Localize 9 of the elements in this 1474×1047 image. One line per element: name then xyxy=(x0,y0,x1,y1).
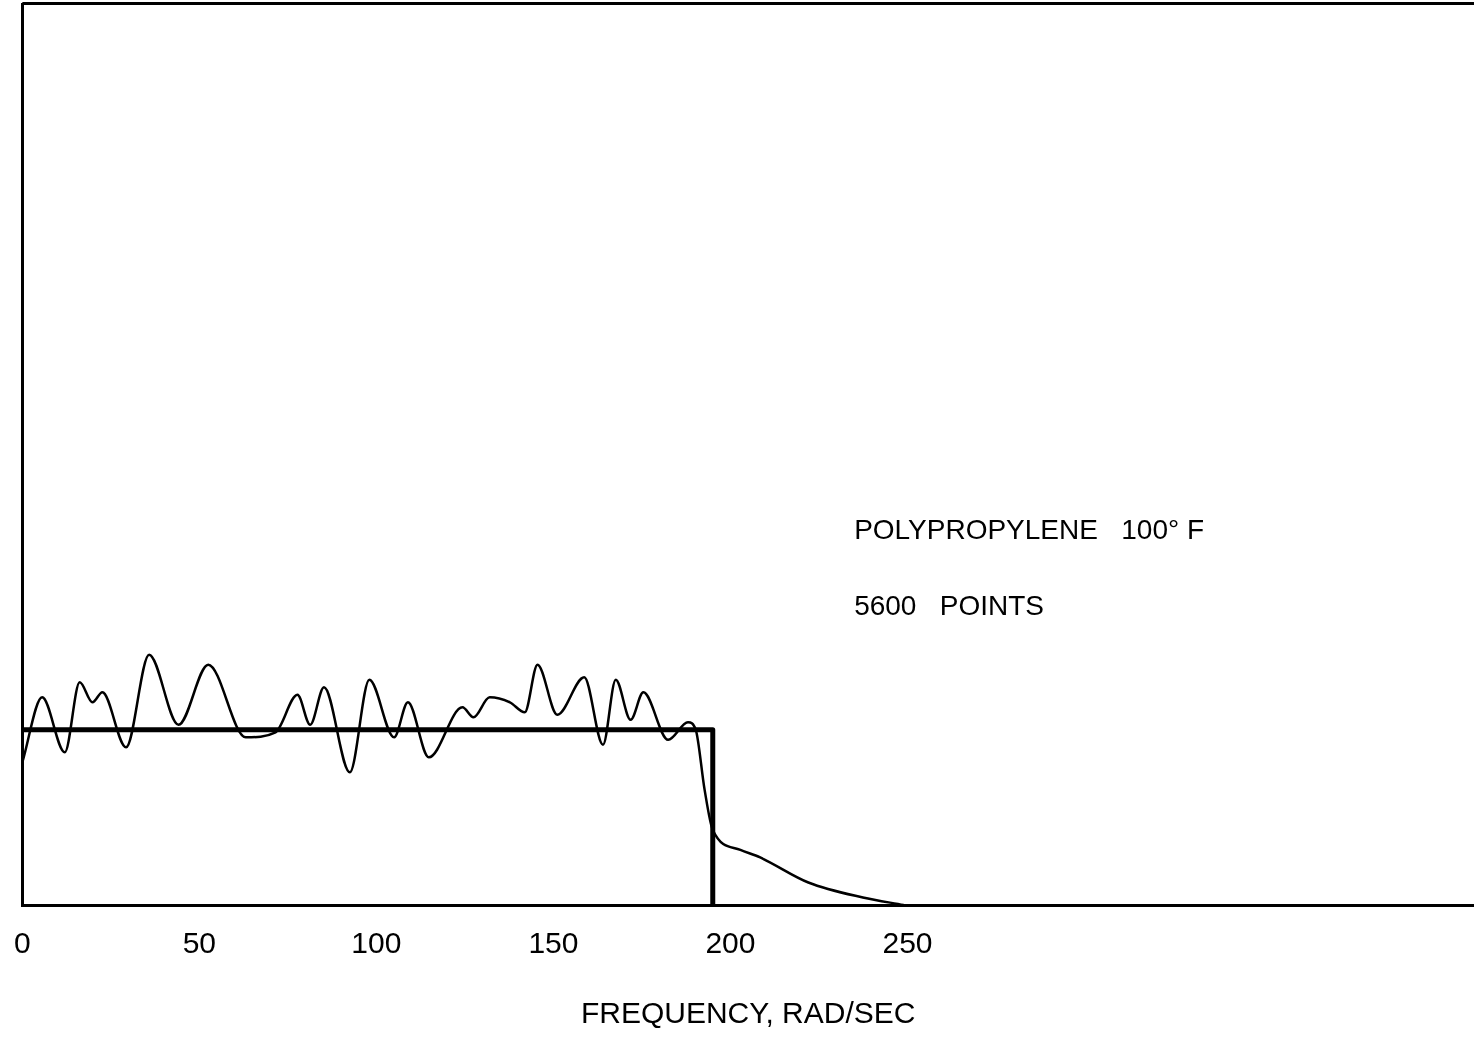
text: 5600 POINTS xyxy=(854,589,1045,621)
x-tick-label: 50 xyxy=(182,926,217,960)
x-tick-label: 200 xyxy=(705,926,756,960)
x-axis-title: FREQUENCY, RAD/SEC xyxy=(580,996,916,1030)
x-tick-label: 150 xyxy=(528,926,579,960)
x-tick-label: 100 xyxy=(351,926,402,960)
x-tick-label: 0 xyxy=(14,926,31,960)
x-tick-label: 250 xyxy=(882,926,933,960)
text: POLYPROPYLENE 100° F xyxy=(854,513,1205,545)
